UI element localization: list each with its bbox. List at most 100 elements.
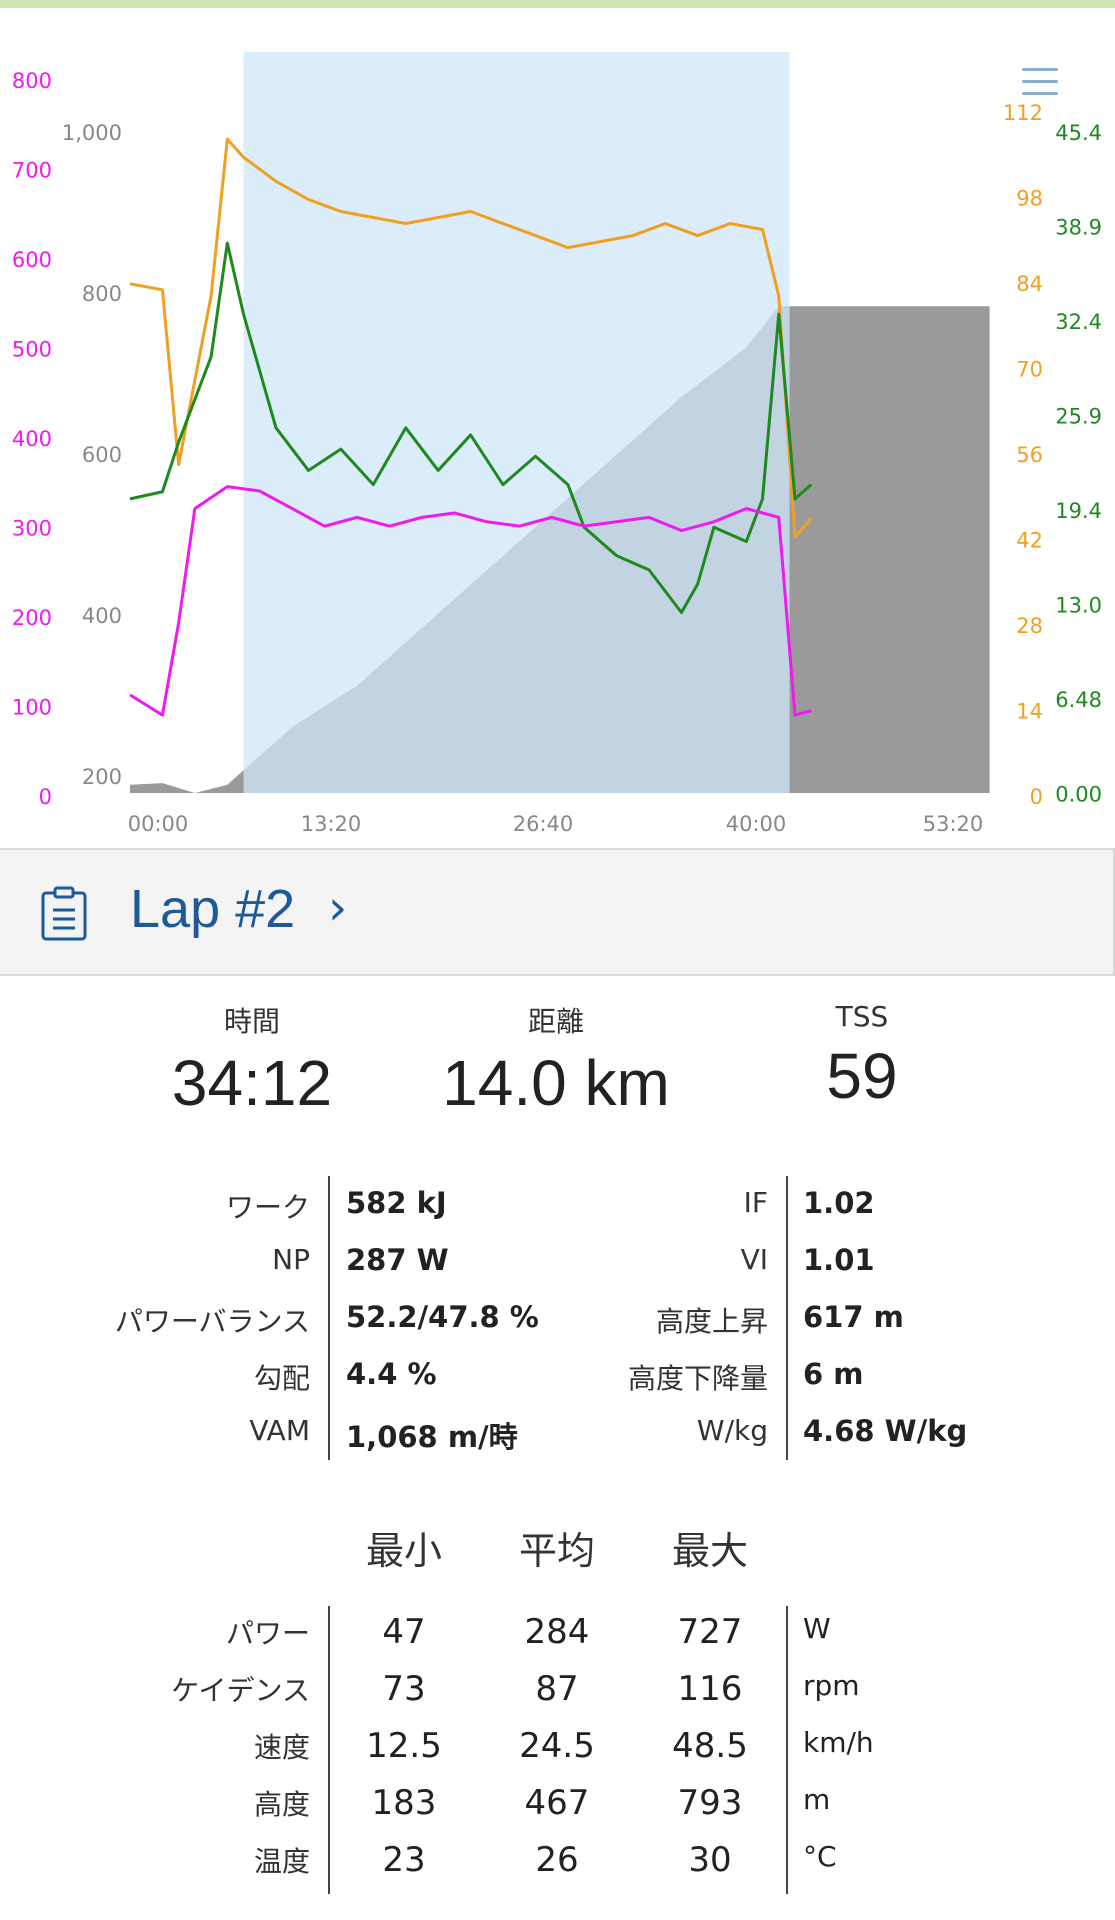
stats-min: 47 — [382, 1612, 426, 1652]
elevation-axis-tick: 1,000 — [62, 121, 122, 145]
stats-divider-left — [328, 1606, 330, 1894]
power-line — [129, 485, 812, 717]
speed-axis-tick: 19.4 — [1055, 499, 1102, 523]
power-axis-tick: 800 — [12, 69, 52, 93]
power-axis-tick: 500 — [12, 338, 52, 362]
table-row: 速度 12.5 24.5 48.5 km/h — [0, 1726, 1115, 1783]
summary-distance: 距離 14.0 km — [406, 1000, 706, 1120]
speed-axis-tick: 6.48 — [1055, 688, 1102, 712]
metric-label: VI — [740, 1243, 768, 1276]
cadence-axis-tick: 112 — [1003, 101, 1043, 125]
lap-metrics: ワーク 582 kJ IF 1.02 NP 287 W VI 1.01 パワーバ… — [0, 1176, 1115, 1466]
elevation-axis-tick: 200 — [82, 765, 122, 789]
stats-label: ケイデンス — [171, 1674, 310, 1707]
power-axis-tick: 600 — [12, 248, 52, 272]
stats-min: 183 — [371, 1783, 437, 1823]
summary-label: 時間 — [223, 1005, 280, 1038]
summary-label: 距離 — [527, 1005, 584, 1038]
metric-label: W/kg — [696, 1414, 768, 1447]
cadence-axis-tick: 56 — [1016, 443, 1043, 467]
stats-unit: W — [803, 1612, 831, 1645]
stats-min: 73 — [382, 1669, 426, 1709]
stats-unit: km/h — [803, 1726, 874, 1759]
speed-axis-tick: 32.4 — [1055, 310, 1102, 334]
stats-min: 23 — [382, 1840, 426, 1880]
table-row: パワー 47 284 727 W — [0, 1612, 1115, 1669]
cadence-axis-tick: 42 — [1016, 529, 1043, 553]
metric-value: 1.02 — [803, 1186, 875, 1220]
elevation-axis-tick: 600 — [82, 443, 122, 467]
time-axis-tick: 26:40 — [513, 812, 574, 836]
metric-label: 高度上昇 — [655, 1305, 768, 1338]
lap-summary: 時間 34:12 距離 14.0 km TSS 59 — [0, 1000, 1115, 1130]
summary-value: 59 — [826, 1040, 898, 1112]
time-axis-tick: 40:00 — [726, 812, 787, 836]
stats-label: 温度 — [253, 1845, 310, 1878]
lap-stats-table: 最小 平均 最大 パワー 47 284 727 W ケイデンス 73 87 11… — [0, 1520, 1115, 1900]
stats-label: パワー — [225, 1617, 310, 1650]
stats-avg: 26 — [535, 1840, 579, 1880]
stats-avg: 467 — [524, 1783, 590, 1823]
power-axis-tick: 0 — [39, 785, 52, 809]
speed-line — [129, 241, 813, 615]
stats-avg: 284 — [524, 1612, 590, 1652]
metric-label: 勾配 — [253, 1362, 310, 1395]
cadence-axis-tick: 70 — [1016, 358, 1043, 382]
stats-max: 30 — [688, 1840, 732, 1880]
speed-axis-tick: 38.9 — [1055, 216, 1102, 240]
metrics-divider-left — [328, 1176, 330, 1460]
cadence-line — [129, 137, 813, 539]
metric-value: 287 W — [346, 1243, 449, 1277]
power-axis-tick: 200 — [12, 606, 52, 630]
metric-value: 1,068 m/時 — [346, 1420, 518, 1454]
power-axis-tick: 100 — [12, 696, 52, 720]
stats-max: 48.5 — [672, 1726, 748, 1766]
metrics-row: パワーバランス 52.2/47.8 % 高度上昇 617 m — [0, 1300, 1115, 1357]
metric-label: ワーク — [225, 1191, 310, 1224]
stats-max: 793 — [677, 1783, 743, 1823]
power-axis-tick: 400 — [12, 427, 52, 451]
summary-value: 34:12 — [171, 1047, 333, 1119]
stats-unit: m — [803, 1783, 831, 1816]
speed-axis-tick: 45.4 — [1055, 121, 1102, 145]
metric-value: 4.68 W/kg — [803, 1414, 968, 1448]
lap-selector[interactable]: Lap #2 › — [0, 848, 1115, 976]
metric-label: IF — [743, 1186, 768, 1219]
lap-title[interactable]: Lap #2 — [130, 879, 296, 939]
summary-time: 時間 34:12 — [102, 1000, 402, 1120]
cadence-axis-tick: 28 — [1016, 614, 1043, 638]
table-row: 高度 183 467 793 m — [0, 1783, 1115, 1840]
table-row: ケイデンス 73 87 116 rpm — [0, 1669, 1115, 1726]
speed-axis-tick: 13.0 — [1055, 594, 1102, 618]
metric-value: 6 m — [803, 1357, 864, 1391]
stats-divider-right — [786, 1606, 788, 1894]
ride-chart[interactable]: 800 700 600 500 400 300 200 100 0 1,000 800 600 400 2… — [0, 8, 1115, 848]
metric-value: 1.01 — [803, 1243, 875, 1277]
metrics-divider-right — [786, 1176, 788, 1460]
stats-label: 高度 — [253, 1788, 310, 1821]
stats-unit: rpm — [803, 1669, 860, 1702]
ride-chart-svg[interactable]: 80070060050040030020010001,0008006004002… — [0, 8, 1115, 848]
stats-label: 速度 — [253, 1731, 310, 1764]
metric-value: 4.4 % — [346, 1357, 437, 1391]
metric-label: パワーバランス — [114, 1305, 310, 1338]
metric-value: 52.2/47.8 % — [346, 1300, 539, 1334]
power-axis-tick: 300 — [12, 517, 52, 541]
chart-menu-icon[interactable] — [1022, 68, 1058, 98]
chevron-right-icon[interactable]: › — [328, 880, 348, 936]
metrics-row: ワーク 582 kJ IF 1.02 — [0, 1186, 1115, 1243]
metric-label: 高度下降量 — [627, 1362, 768, 1395]
elevation-axis-tick: 400 — [82, 604, 122, 628]
metric-label: VAM — [249, 1414, 310, 1447]
stats-avg: 87 — [535, 1669, 579, 1709]
stats-min: 12.5 — [366, 1726, 442, 1766]
lap-highlight — [243, 52, 790, 793]
stats-header-max: 最大 — [671, 1529, 748, 1573]
cadence-axis-tick: 0 — [1030, 785, 1043, 809]
metrics-row: 勾配 4.4 % 高度下降量 6 m — [0, 1357, 1115, 1414]
elevation-axis-tick: 800 — [82, 282, 122, 306]
cadence-axis-tick: 98 — [1016, 187, 1043, 211]
table-row: 温度 23 26 30 °C — [0, 1840, 1115, 1897]
speed-axis-tick: 25.9 — [1055, 405, 1102, 429]
map-preview-strip[interactable] — [0, 0, 1115, 8]
